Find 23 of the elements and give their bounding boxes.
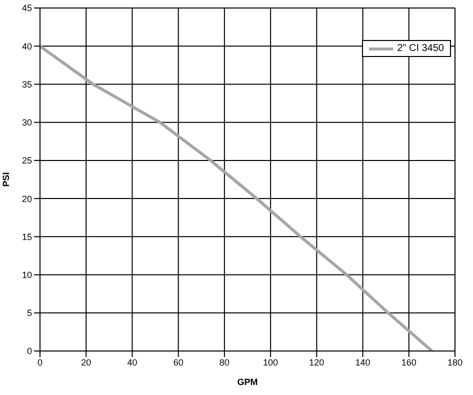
y-tick-label: 5 (26, 308, 32, 318)
y-tick-label: 0 (26, 346, 32, 356)
y-tick-label: 45 (22, 3, 32, 14)
x-tick-label: 20 (81, 357, 92, 368)
y-tick-label: 25 (22, 156, 32, 166)
x-tick-label: 0 (37, 357, 43, 368)
y-tick-label: 20 (22, 194, 32, 204)
x-tick-label: 80 (219, 357, 230, 368)
y-tick-label: 30 (22, 118, 32, 128)
x-axis-title: GPM (237, 377, 258, 387)
y-tick-label: 35 (22, 79, 32, 90)
x-tick-label: 140 (355, 357, 370, 368)
x-tick-label: 180 (447, 357, 463, 368)
x-tick-label: 120 (309, 357, 324, 368)
y-axis-title: PSI (1, 172, 12, 187)
x-tick-label: 40 (127, 357, 138, 368)
y-tick-label: 10 (22, 270, 32, 280)
y-tick-label: 40 (22, 41, 32, 52)
legend-label: 2" CI 3450 (397, 43, 444, 54)
x-tick-label: 100 (263, 357, 278, 368)
x-tick-label: 160 (401, 357, 416, 368)
x-tick-label: 60 (173, 357, 184, 368)
y-tick-label: 15 (22, 232, 32, 242)
